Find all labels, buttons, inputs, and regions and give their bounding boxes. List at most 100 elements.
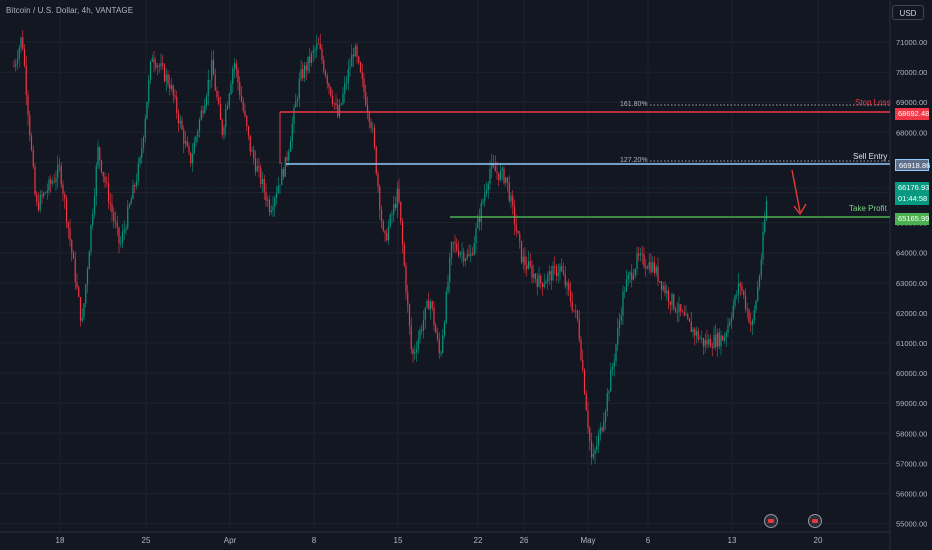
time-axis-label: 26 — [520, 536, 529, 545]
candle-body — [592, 453, 594, 458]
take-profit-price-tag: 65165.99 — [895, 213, 929, 225]
candle-body — [221, 119, 223, 135]
candle-body — [673, 294, 675, 309]
candle-body — [209, 79, 211, 81]
candle-body — [401, 221, 404, 245]
candle-body — [657, 266, 659, 282]
candle-body — [765, 200, 768, 220]
candle-body — [699, 338, 701, 340]
candle-body — [751, 320, 754, 325]
candle-body — [158, 65, 160, 67]
candle-body — [548, 271, 551, 275]
candle-body — [156, 65, 159, 68]
price-axis-label: 57000.00 — [896, 459, 927, 468]
candle-body — [405, 265, 407, 293]
candle-body — [543, 283, 545, 288]
candle-body — [498, 173, 500, 180]
candle-body — [195, 136, 197, 143]
candle-body — [589, 428, 591, 441]
candle-body — [93, 196, 96, 214]
candle-body — [727, 324, 729, 334]
candle-body — [653, 262, 656, 274]
candle-body — [701, 338, 703, 339]
time-axis-label: Apr — [224, 536, 237, 545]
candle-body — [555, 266, 558, 276]
candle-body — [55, 178, 57, 182]
candle-body — [541, 282, 544, 288]
candle-body — [557, 272, 559, 276]
candle-body — [643, 254, 645, 267]
candle-body — [667, 290, 670, 302]
current-price-tag: 66176.93 — [895, 182, 929, 194]
candle-body — [356, 46, 358, 57]
candle-body — [450, 242, 453, 258]
candle-body — [683, 312, 685, 316]
candle-body — [601, 427, 603, 431]
candle-body — [403, 244, 405, 266]
candle-body — [436, 332, 439, 340]
candle-body — [676, 311, 678, 313]
candle-body — [160, 63, 162, 67]
candle-body — [50, 179, 52, 184]
price-axis-label: 61000.00 — [896, 339, 927, 348]
candle-body — [604, 411, 607, 422]
candle-body — [711, 347, 713, 348]
candle-body — [200, 110, 202, 120]
candle-body — [618, 320, 621, 329]
candle-body — [639, 253, 642, 256]
candle-body — [650, 262, 652, 272]
candle-body — [393, 204, 395, 215]
candle-body — [323, 59, 325, 72]
down-arrow-head-icon — [793, 203, 807, 216]
candle-body — [370, 121, 372, 128]
candle-body — [284, 157, 286, 177]
candle-body — [725, 333, 727, 338]
candle-body — [660, 281, 663, 290]
candle-body — [132, 185, 134, 199]
candle-body — [645, 266, 647, 269]
candle-body — [57, 165, 59, 179]
candle-body — [394, 204, 397, 208]
candle-body — [29, 115, 31, 136]
candle-body — [97, 147, 99, 166]
candle-body — [522, 256, 524, 263]
currency-button[interactable]: USD — [892, 5, 924, 20]
candle-body — [41, 194, 43, 197]
candle-body — [72, 252, 75, 259]
candle-body — [289, 141, 292, 152]
flag-event-icon[interactable] — [808, 514, 822, 528]
candle-body — [71, 240, 73, 253]
candle-body — [228, 94, 230, 106]
candle-body — [99, 147, 101, 161]
candle-body — [281, 168, 283, 185]
fib-level-label-127: 127.20% — [620, 157, 648, 164]
candle-body — [240, 95, 243, 102]
candle-body — [520, 240, 523, 263]
candle-body — [540, 275, 542, 283]
stop-loss-price-tag: 68692.48 — [895, 108, 929, 120]
candle-body — [337, 104, 339, 117]
candle-body — [141, 147, 143, 158]
candle-body — [90, 225, 92, 252]
sell-entry-price-tag: 66918.86 — [895, 159, 930, 171]
candle-body — [597, 435, 600, 446]
candle-body — [30, 135, 33, 150]
candle-body — [412, 349, 414, 354]
candle-body — [741, 285, 743, 291]
candle-body — [519, 233, 521, 241]
candle-body — [447, 282, 449, 292]
candle-body — [736, 294, 738, 296]
candle-body — [377, 173, 379, 187]
candle-body — [547, 274, 549, 282]
candle-body — [128, 204, 131, 207]
candle-body — [36, 194, 38, 203]
candle-body — [631, 272, 633, 280]
candle-body — [172, 85, 174, 96]
price-axis-label: 60000.00 — [896, 369, 927, 378]
flag-event-icon[interactable] — [764, 514, 778, 528]
candle-body — [652, 262, 654, 272]
candle-body — [100, 160, 103, 173]
candle-body — [489, 168, 491, 184]
